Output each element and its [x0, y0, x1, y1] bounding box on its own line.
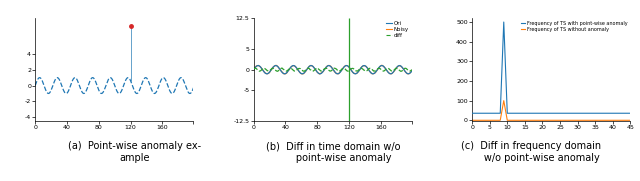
diff	[292, 70, 300, 72]
diff	[279, 68, 287, 70]
Ori	[369, 73, 377, 75]
Line: diff: diff	[253, 68, 412, 71]
diff	[408, 69, 416, 71]
Noisy	[402, 71, 410, 73]
Noisy	[250, 68, 257, 70]
Frequency of TS with point-wise anomaly	[598, 112, 606, 114]
Noisy	[292, 66, 300, 68]
Ori	[279, 72, 287, 74]
Ori	[402, 71, 410, 73]
diff	[313, 67, 321, 69]
Frequency of TS without anomaly	[468, 119, 476, 121]
Line: Noisy: Noisy	[253, 65, 412, 74]
Line: Ori: Ori	[253, 66, 412, 74]
Noisy	[378, 64, 385, 66]
Frequency of TS with point-wise anomaly	[500, 21, 508, 23]
Line: Frequency of TS with point-wise anomaly: Frequency of TS with point-wise anomaly	[472, 22, 640, 113]
Ori	[289, 64, 297, 67]
Frequency of TS with point-wise anomaly	[525, 112, 532, 114]
Frequency of TS with point-wise anomaly	[605, 112, 613, 114]
Noisy	[316, 73, 323, 75]
Frequency of TS without anomaly	[528, 119, 536, 121]
Noisy	[408, 70, 416, 72]
Frequency of TS without anomaly	[500, 100, 508, 102]
Frequency of TS without anomaly	[549, 119, 557, 121]
Text: (c)  Diff in frequency domain
       w/o point-wise anomaly: (c) Diff in frequency domain w/o point-w…	[461, 141, 601, 163]
Frequency of TS without anomaly	[525, 119, 532, 121]
diff	[256, 70, 264, 72]
diff	[250, 68, 257, 70]
Line: Frequency of TS without anomaly: Frequency of TS without anomaly	[472, 101, 640, 120]
Noisy	[396, 64, 404, 67]
Ori	[408, 70, 416, 72]
Legend: Ori, Noisy, diff: Ori, Noisy, diff	[386, 21, 409, 39]
Noisy	[256, 66, 264, 68]
Text: (b)  Diff in time domain w/o
       point-wise anomaly: (b) Diff in time domain w/o point-wise a…	[266, 141, 400, 163]
Frequency of TS with point-wise anomaly	[528, 112, 536, 114]
Frequency of TS with point-wise anomaly	[588, 112, 596, 114]
diff	[396, 69, 403, 71]
diff	[259, 67, 267, 70]
Noisy	[279, 72, 287, 74]
Text: (a)  Point-wise anomaly ex-
ample: (a) Point-wise anomaly ex- ample	[68, 141, 201, 163]
Ori	[292, 67, 300, 69]
diff	[397, 70, 404, 72]
Frequency of TS with point-wise anomaly	[511, 112, 518, 114]
Legend: Frequency of TS with point-wise anomaly, Frequency of TS without anomaly: Frequency of TS with point-wise anomaly,…	[520, 20, 628, 32]
Ori	[259, 70, 267, 72]
Ori	[250, 69, 257, 71]
Frequency of TS without anomaly	[511, 119, 518, 121]
Ori	[256, 65, 264, 68]
Ori	[396, 65, 404, 67]
Frequency of TS without anomaly	[591, 119, 599, 121]
Frequency of TS without anomaly	[602, 119, 610, 121]
Frequency of TS with point-wise anomaly	[468, 112, 476, 114]
diff	[402, 67, 410, 69]
Noisy	[259, 70, 267, 72]
